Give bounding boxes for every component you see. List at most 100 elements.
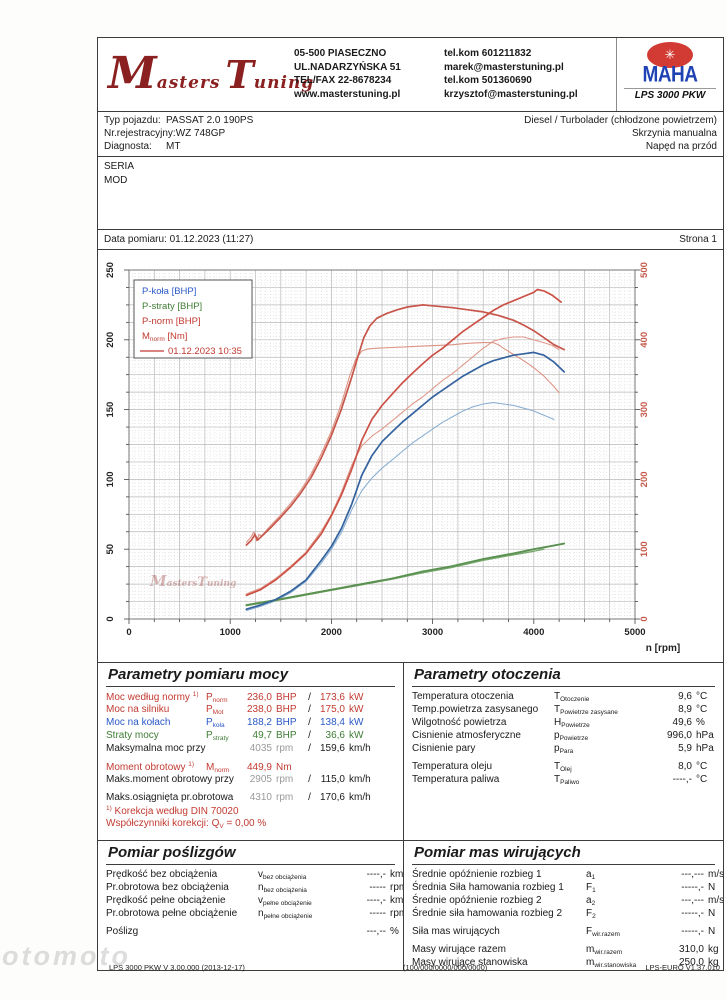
svg-text:200: 200 <box>639 471 650 487</box>
vehicle-attr: Skrzynia manualna <box>631 128 717 139</box>
vehicle-row: Diagnosta: MT <box>104 141 181 152</box>
row-unit: m/s² <box>708 869 723 880</box>
row-symbol: mwir.stanowiska <box>586 957 637 969</box>
table-row: Temperatura oleju TOlej 8,0 °C <box>412 761 715 774</box>
svg-text:50: 50 <box>105 544 116 555</box>
table-note: Współczynniki korekcji: QV = 0,00 % <box>106 818 267 830</box>
row-symbol: F2 <box>586 908 596 920</box>
contact-line: marek@masterstuning.pl <box>444 61 564 73</box>
vehicle-info-left: Typ pojazdu: PASSAT 2.0 190PS Nr.rejestrac… <box>104 114 253 153</box>
row-unit: BHP <box>276 730 297 741</box>
x-axis-label: n [rpm] <box>646 643 680 654</box>
vehicle-attr: Napęd na przód <box>645 141 717 152</box>
otomoto-watermark: otomoto <box>2 941 131 971</box>
section-masses: Pomiar mas wirujących Średnie opóźnienie… <box>403 840 723 970</box>
row-label: Moc na kołach <box>106 717 171 728</box>
row-label: Prędkość pełne obciążenie <box>106 895 226 906</box>
row-symbol: pPara <box>554 743 574 755</box>
svg-text:MastersTuning: MastersTuning <box>149 572 236 590</box>
row-unit: rpm <box>390 908 403 919</box>
vehicle-info: Typ pojazdu: PASSAT 2.0 190PS Nr.rejestrac… <box>98 112 723 157</box>
chart-legend: P-koła [BHP] P-straty [BHP] P-norm [BHP] Mn… <box>133 279 253 359</box>
maha-model: LPS 3000 PKW <box>624 88 716 101</box>
svg-text:5000: 5000 <box>624 627 645 638</box>
row-label: Temperatura paliwa <box>412 774 500 785</box>
svg-text:0: 0 <box>105 616 116 621</box>
table-row: Temperatura paliwa TPaliwo ----,- °C <box>412 774 715 787</box>
table-row: Moment obrotowy 1) Mnorm 449,9 Nm <box>106 761 395 774</box>
seria-label: SERIA <box>104 161 135 172</box>
row-value: 49,7 <box>252 730 272 741</box>
row-label: Wilgotność powietrza <box>412 717 507 728</box>
series-p-norm-bhp- <box>245 288 562 597</box>
row-unit-2: kW <box>349 717 364 728</box>
row-unit: N <box>708 926 716 937</box>
address-line: 05-500 PIASECZNO <box>294 48 387 59</box>
svg-text:0: 0 <box>639 616 650 621</box>
row-symbol: HPowietrze <box>554 717 590 729</box>
vehicle-row: Typ pojazdu: PASSAT 2.0 190PS <box>104 115 254 126</box>
row-value: 310,0 <box>678 944 704 955</box>
table-row: Straty mocy Pstraty 49,7 BHP/36,6 kW <box>106 730 395 743</box>
chart-ticks <box>124 269 640 624</box>
legend-item: P-straty [BHP] <box>142 301 202 312</box>
contact-line: tel.kom 501360690 <box>444 75 532 86</box>
row-value: 8,0 <box>678 761 692 772</box>
svg-text:1000: 1000 <box>220 627 241 638</box>
row-symbol: Pnorm <box>206 692 228 704</box>
row-value: 449,9 <box>246 762 272 773</box>
row-unit: N <box>708 882 716 893</box>
section-slip: Pomiar poślizgów Prędkość bez obciążenia… <box>98 840 403 970</box>
row-unit: BHP <box>276 692 297 703</box>
row-unit: BHP <box>276 717 297 728</box>
row-unit: % <box>390 926 399 937</box>
row-unit: rpm <box>276 743 294 754</box>
result-tables: Parametry pomiaru mocy Moc według normy … <box>98 663 723 970</box>
row-label: Cisnienie pary <box>412 743 476 754</box>
vehicle-attr: Diesel / Turbolader (chłodzone powietrze… <box>524 115 717 126</box>
row-symbol: TOlej <box>554 761 572 773</box>
row-symbol: TOtoczenie <box>554 691 590 703</box>
row-unit: % <box>696 717 705 728</box>
masters-tuning-logo: Masters Tuning <box>108 48 315 99</box>
chart-axis-labels: 0 1000 2000 3000 4000 5000 0 50 100 150 200 250 0 100… <box>105 262 680 654</box>
table-row: Prędkość bez obciążenia vbez obciążenia --… <box>106 869 403 882</box>
measurement-date-bar: Data pomiaru: 01.12.2023 (11:27) Strona … <box>98 230 723 250</box>
row-label: Masy wirujące razem <box>412 944 506 955</box>
row-symbol: a1 <box>586 869 596 881</box>
report-footer: LPS 3000 PKW V 3.00.000 (2013-12-17) (10… <box>97 963 722 972</box>
row-value: 5,9 <box>678 743 692 754</box>
row-value: 4310 <box>249 792 272 803</box>
row-symbol: Pstraty <box>206 730 229 742</box>
row-value-2: 115,0 <box>320 774 345 785</box>
row-symbol: PMot <box>206 704 224 716</box>
row-value: 2905 <box>249 774 272 785</box>
chart-watermark-logo: MastersTuning <box>149 572 236 590</box>
dyno-chart: 0 1000 2000 3000 4000 5000 0 50 100 150 200 250 0 100… <box>98 250 723 663</box>
row-value: ----,- <box>366 869 386 880</box>
svg-text:200: 200 <box>105 332 116 348</box>
row-value: 188,2 <box>246 717 272 728</box>
row-unit: kg <box>708 944 719 955</box>
row-unit: °C <box>696 774 708 785</box>
svg-text:2000: 2000 <box>321 627 342 638</box>
row-value: 4035 <box>249 743 272 754</box>
row-value-2: 175,0 <box>319 704 345 715</box>
table-row: Poślizg ---,--% <box>106 926 399 939</box>
table-row: Średnie opóźnienie rozbieg 1 a1 ---,--- m/s… <box>412 869 723 882</box>
row-unit: °C <box>696 761 708 772</box>
row-value-2: 138,4 <box>319 717 345 728</box>
series-p-norm-ref-01-12-2023-10-35 <box>245 336 560 595</box>
row-label: Moment obrotowy 1) <box>106 761 195 773</box>
row-label: Pr.obrotowa bez obciążenia <box>106 882 229 893</box>
contact-line: krzysztof@masterstuning.pl <box>444 88 578 100</box>
row-unit: kg <box>708 957 719 968</box>
table-row: Temp.powietrza zasysanego TPowietrze zasy… <box>412 704 715 717</box>
svg-text:250: 250 <box>105 262 116 278</box>
table-row: Pr.obrotowa pełne obciążenie npełne obcią… <box>106 908 403 921</box>
company-contact: tel.kom 601211832 marek@masterstuning.pl t… <box>444 38 616 111</box>
series-p-ko-a-ref-01-12-2023-10-35 <box>245 402 555 612</box>
row-symbol: a2 <box>586 895 596 907</box>
table-row: Temperatura otoczenia TOtoczenie 9,6 °C <box>412 691 715 704</box>
section-title: Pomiar poślizgów <box>106 843 395 865</box>
